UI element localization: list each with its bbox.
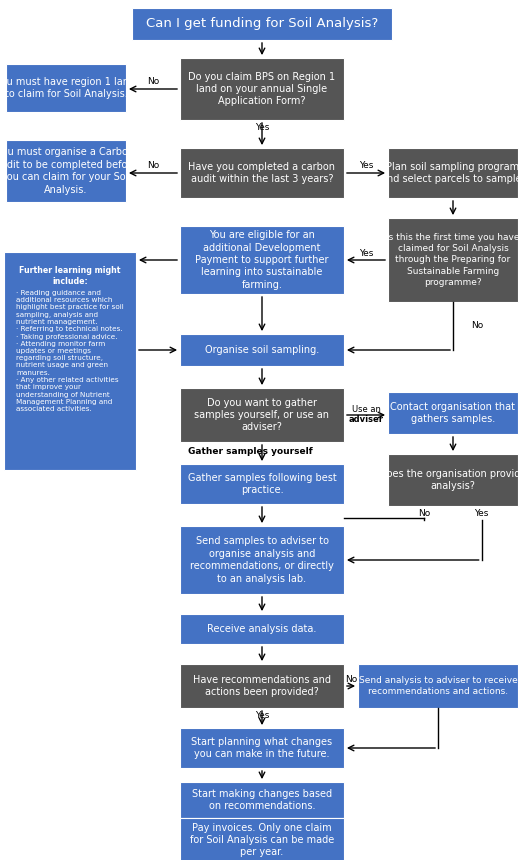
- FancyBboxPatch shape: [180, 464, 344, 504]
- Text: No: No: [418, 508, 431, 518]
- Text: No: No: [147, 162, 159, 170]
- Text: Gather samples yourself: Gather samples yourself: [188, 446, 312, 456]
- Text: Do you want to gather
samples yourself, or use an
adviser?: Do you want to gather samples yourself, …: [194, 397, 330, 433]
- Text: Do you claim BPS on Region 1
land on your annual Single
Application Form?: Do you claim BPS on Region 1 land on you…: [189, 71, 335, 107]
- Text: Pay invoices. Only one claim
for Soil Analysis can be made
per year.: Pay invoices. Only one claim for Soil An…: [190, 823, 334, 857]
- FancyBboxPatch shape: [6, 64, 126, 112]
- Text: Yes: Yes: [359, 162, 373, 170]
- Text: Yes: Yes: [474, 508, 489, 518]
- Text: No: No: [471, 322, 483, 330]
- Text: No: No: [147, 77, 159, 87]
- Text: Contact organisation that
gathers samples.: Contact organisation that gathers sample…: [390, 402, 516, 424]
- Text: Can I get funding for Soil Analysis?: Can I get funding for Soil Analysis?: [146, 17, 378, 30]
- FancyBboxPatch shape: [180, 664, 344, 708]
- Text: Start making changes based
on recommendations.: Start making changes based on recommenda…: [192, 789, 332, 811]
- FancyBboxPatch shape: [358, 664, 518, 708]
- Text: Start planning what changes
you can make in the future.: Start planning what changes you can make…: [191, 737, 333, 759]
- FancyBboxPatch shape: [180, 58, 344, 120]
- FancyBboxPatch shape: [180, 226, 344, 294]
- Text: Plan soil sampling program
and select parcels to sample.: Plan soil sampling program and select pa…: [381, 162, 524, 184]
- Text: Have you completed a carbon
audit within the last 3 years?: Have you completed a carbon audit within…: [189, 162, 335, 184]
- Text: You must have region 1 land
to claim for Soil Analysis.: You must have region 1 land to claim for…: [0, 77, 136, 99]
- Text: Yes: Yes: [359, 249, 373, 257]
- FancyBboxPatch shape: [4, 252, 136, 470]
- Text: Does the organisation provide
analysis?: Does the organisation provide analysis?: [379, 469, 524, 491]
- Text: Is this the first time you have
claimed for Soil Analysis
through the Preparing : Is this the first time you have claimed …: [386, 233, 520, 286]
- FancyBboxPatch shape: [180, 148, 344, 198]
- Text: Receive analysis data.: Receive analysis data.: [208, 624, 316, 634]
- Text: No: No: [345, 674, 357, 684]
- FancyBboxPatch shape: [132, 8, 392, 40]
- FancyBboxPatch shape: [180, 614, 344, 644]
- Text: Send analysis to adviser to receive
recommendations and actions.: Send analysis to adviser to receive reco…: [358, 676, 517, 696]
- Text: Use an: Use an: [352, 404, 380, 414]
- FancyBboxPatch shape: [180, 526, 344, 594]
- FancyBboxPatch shape: [180, 388, 344, 442]
- Text: Yes: Yes: [255, 122, 269, 132]
- FancyBboxPatch shape: [388, 148, 518, 198]
- Text: Further learning might
include:: Further learning might include:: [19, 266, 121, 286]
- Text: Yes: Yes: [255, 710, 269, 720]
- Text: adviser: adviser: [348, 415, 384, 425]
- FancyBboxPatch shape: [388, 454, 518, 506]
- Text: You must organise a Carbon
Audit to be completed before
you can claim for your S: You must organise a Carbon Audit to be c…: [0, 147, 138, 194]
- Text: Gather samples following best
practice.: Gather samples following best practice.: [188, 473, 336, 495]
- FancyBboxPatch shape: [388, 218, 518, 302]
- Text: You are eligible for an
additional Development
Payment to support further
learni: You are eligible for an additional Devel…: [195, 230, 329, 290]
- FancyBboxPatch shape: [180, 334, 344, 366]
- Text: Have recommendations and
actions been provided?: Have recommendations and actions been pr…: [193, 675, 331, 697]
- Text: · Reading guidance and
additional resources which
highlight best practice for so: · Reading guidance and additional resour…: [16, 290, 124, 412]
- FancyBboxPatch shape: [6, 140, 126, 202]
- FancyBboxPatch shape: [388, 392, 518, 434]
- FancyBboxPatch shape: [180, 818, 344, 860]
- FancyBboxPatch shape: [180, 728, 344, 768]
- Text: Send samples to adviser to
organise analysis and
recommendations, or directly
to: Send samples to adviser to organise anal…: [190, 537, 334, 584]
- FancyBboxPatch shape: [180, 782, 344, 818]
- Text: Organise soil sampling.: Organise soil sampling.: [205, 345, 319, 355]
